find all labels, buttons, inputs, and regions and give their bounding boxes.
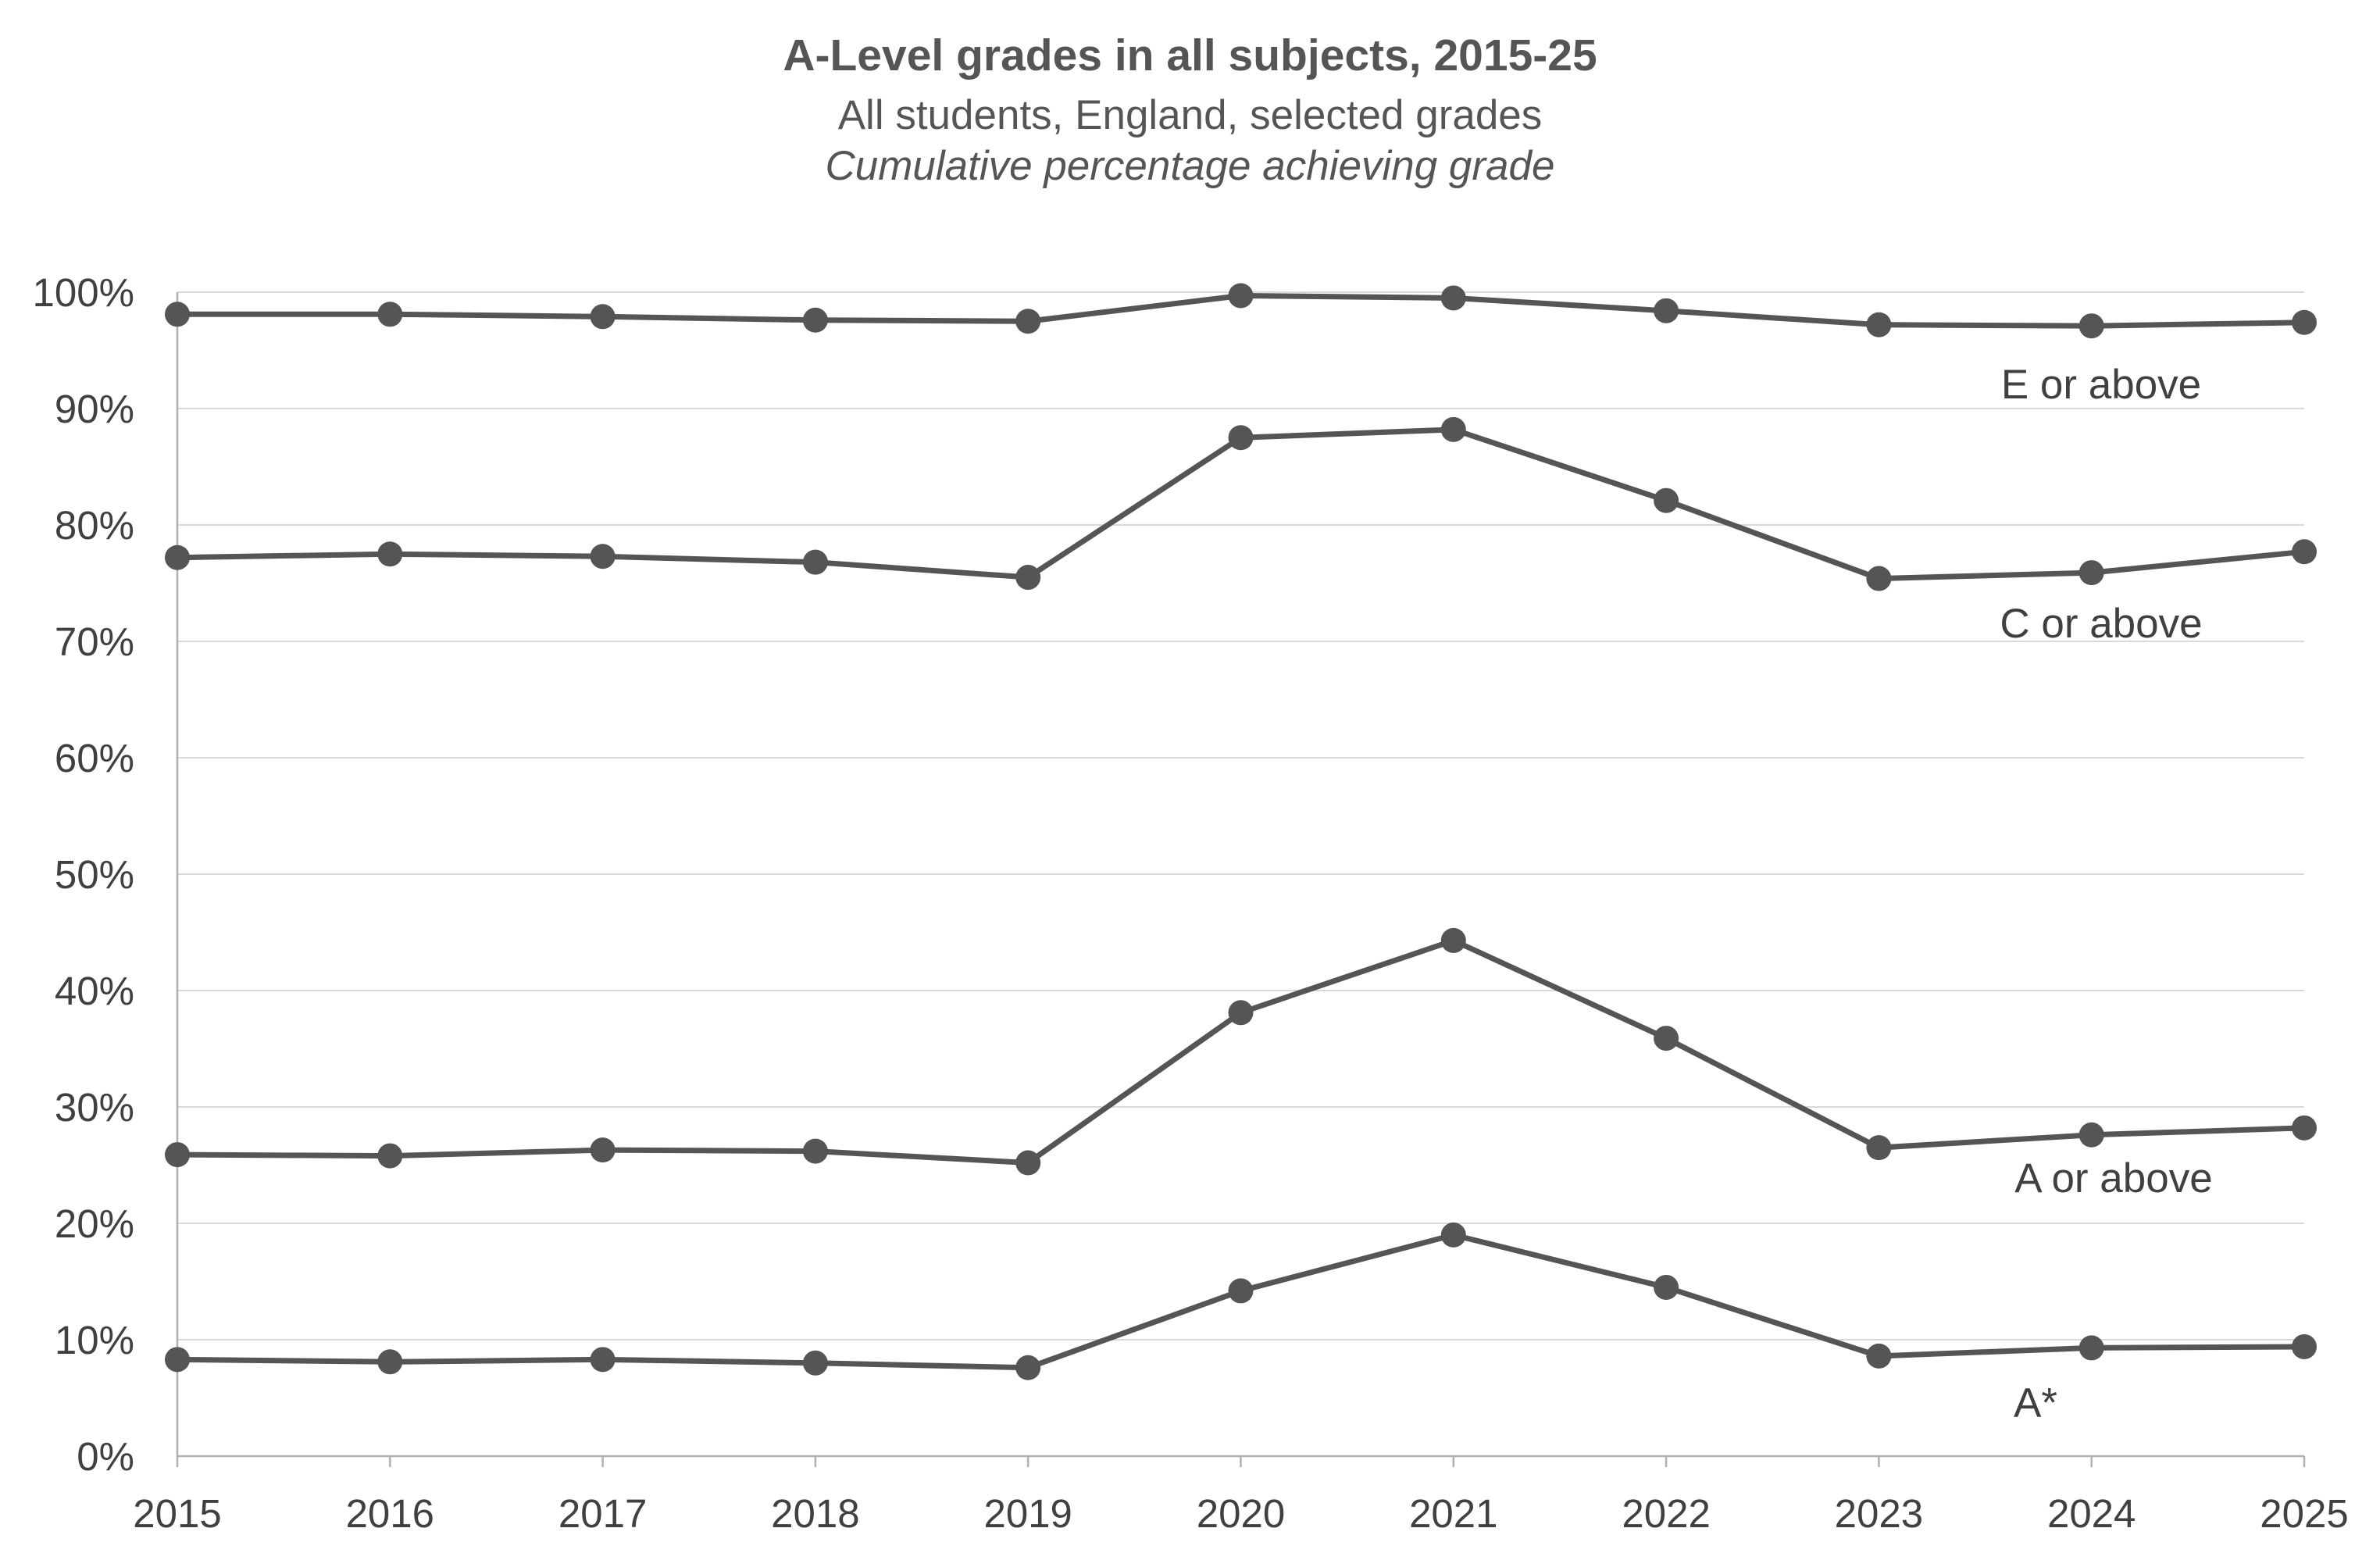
x-tick-label: 2017 [558,1491,647,1536]
series-label: C or above [2000,601,2202,647]
data-point-a [377,1349,403,1375]
x-tick-label: 2023 [1835,1491,1923,1536]
data-point-a [1440,1222,1466,1248]
series-line-a-or-above [177,937,2305,1166]
data-point-c-or-above [802,549,828,575]
data-point-c-or-above [1440,416,1466,442]
x-tick-label: 2016 [346,1491,434,1536]
data-point-a-or-above [1654,1026,1679,1051]
y-tick-label: 10% [55,1318,134,1362]
data-point-a-or-above [377,1143,403,1169]
data-point-a [590,1347,616,1373]
data-point-a [2078,1335,2104,1361]
y-tick-label: 20% [55,1201,134,1246]
x-tick-label: 2022 [1622,1491,1710,1536]
x-tick-label: 2021 [1409,1491,1497,1536]
data-point-a [165,1347,190,1373]
data-point-e-or-above [165,302,190,327]
data-point-a-or-above [802,1138,828,1164]
data-point-c-or-above [1654,487,1679,513]
data-point-e-or-above [377,302,403,327]
series-label: A* [2014,1380,2057,1426]
data-point-c-or-above [1228,425,1254,451]
data-point-e-or-above [802,307,828,333]
x-tick-label: 2018 [771,1491,859,1536]
data-point-a-or-above [2078,1122,2104,1148]
data-point-c-or-above [377,541,403,567]
data-point-e-or-above [2078,313,2104,339]
y-tick-label: 30% [55,1085,134,1130]
data-point-c-or-above [2078,560,2104,586]
data-point-e-or-above [1866,312,1892,337]
data-point-a [1654,1274,1679,1300]
data-point-a [1866,1343,1892,1369]
data-point-a [1015,1355,1041,1380]
y-tick-label: 70% [55,619,134,664]
series-label: A or above [2014,1155,2212,1201]
data-point-e-or-above [1440,285,1466,311]
data-point-a [1228,1278,1254,1304]
data-point-a-or-above [2292,1115,2317,1141]
data-point-a-or-above [1015,1150,1041,1176]
chart-subtitle-italic: Cumulative percentage achieving grade [825,143,1555,189]
x-tick-label: 2019 [983,1491,1072,1536]
y-tick-label: 60% [55,736,134,780]
data-point-a-or-above [1228,1000,1254,1026]
data-point-c-or-above [1866,566,1892,591]
data-point-e-or-above [590,304,616,330]
data-point-c-or-above [165,544,190,570]
data-point-a [802,1350,828,1376]
y-tick-label: 0% [77,1434,134,1479]
data-point-a-or-above [165,1142,190,1168]
y-tick-label: 50% [55,852,134,897]
data-point-a [2292,1333,2317,1359]
y-tick-label: 100% [33,270,134,315]
x-tick-label: 2015 [133,1491,221,1536]
data-point-c-or-above [590,544,616,569]
data-point-e-or-above [1654,298,1679,323]
data-point-a-or-above [590,1137,616,1163]
series-line-c-or-above [177,427,2305,582]
chart-subtitle: All students, England, selected grades [837,92,1543,138]
data-point-e-or-above [1015,309,1041,334]
y-tick-label: 80% [55,503,134,548]
chart-title: A-Level grades in all subjects, 2015-25 [783,30,1597,80]
data-point-a-or-above [1866,1135,1892,1161]
x-tick-label: 2024 [2047,1491,2136,1536]
y-tick-label: 90% [55,387,134,431]
x-tick-label: 2020 [1197,1491,1285,1536]
data-point-c-or-above [2292,539,2317,565]
data-point-e-or-above [2292,309,2317,335]
series-label: E or above [2001,362,2201,408]
data-point-c-or-above [1015,565,1041,591]
data-point-e-or-above [1228,283,1254,309]
y-tick-label: 40% [55,969,134,1013]
x-tick-label: 2025 [2260,1491,2348,1536]
data-point-a-or-above [1440,927,1466,953]
